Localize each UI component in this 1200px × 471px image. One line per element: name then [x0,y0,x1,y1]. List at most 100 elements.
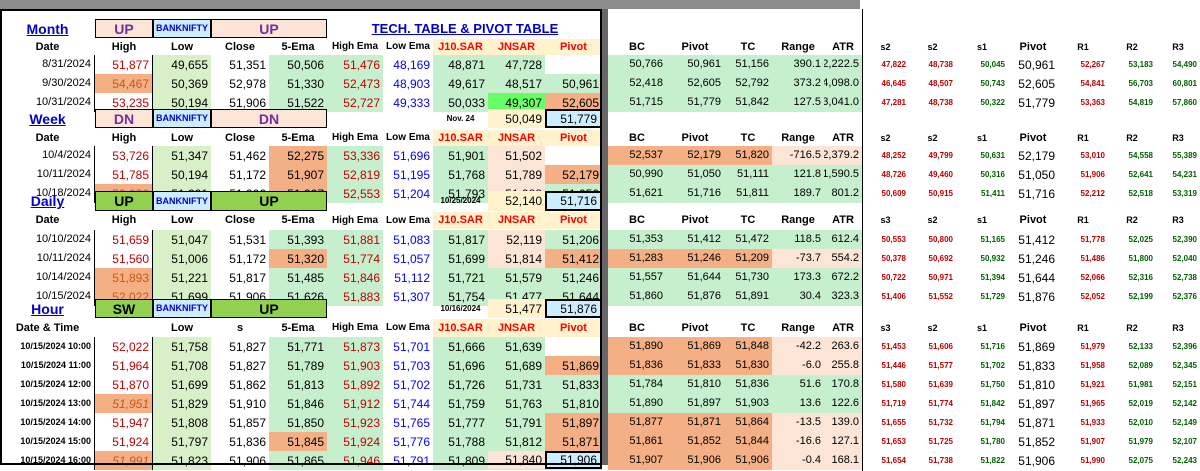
week-row-1-s3: 48,726 [881,169,906,179]
hour-row-0-low: 51,758 [153,337,211,356]
daily-row-1-date: 10/11/2024 [0,249,95,268]
hour-row-2-r3: 52,151 [1172,379,1197,389]
hour-row-2-pivot: 51,833 [545,375,602,394]
week-header-atr: ATR [832,131,854,144]
week-row-2-lema: 51,204 [393,186,430,201]
hour-row-6-r3: 52,243 [1172,455,1197,465]
week-row-0-hema: 53,336 [327,146,383,165]
hour-row-6-r2: 52,075 [1128,455,1153,465]
hour-row-1-r2: 52,089 [1128,360,1153,370]
month-row-0-r3: 54,490 [1172,59,1197,69]
daily-header-pivot: Pivot [545,212,602,229]
daily-row-2-low: 51,221 [153,268,211,287]
month-header-p2: Pivot [1019,40,1047,53]
week-row-1-hema: 52,819 [327,165,383,184]
week-row-0-pv: 52,179 [666,146,724,165]
hour-row-4-r3: 52,149 [1172,417,1197,427]
daily-row-0-tc: 51,472 [724,230,772,249]
hour-row-0-s3: 51,453 [881,341,906,351]
month-row-2-r2: 54,819 [1128,97,1153,107]
hour-row-1-s2: 51,577 [928,360,953,370]
month-header-s2: s2 [927,41,938,52]
daily-row-3-r3: 52,376 [1172,291,1197,301]
hour-row-3-bc: 51,890 [608,394,666,413]
hour-row-2-jn: 51,731 [488,375,545,394]
hour-header-r1: R1 [1077,322,1089,333]
week-row-1-tc: 51,111 [724,165,772,184]
hour-header-low: Low [171,321,193,334]
hour-row-2-atr: 170.8 [824,375,862,394]
daily-row-0-lema: 51,083 [393,232,430,247]
daily-row-2-s2: 50,971 [928,272,953,282]
hour-row-6-s1: 51,822 [980,455,1005,465]
hour-header-range: Range [781,321,815,334]
week-row-0-s1: 50,631 [980,150,1005,160]
hour-row-3-date: 10/15/2024 13:00 [0,394,95,413]
hour-row-2-date: 10/15/2024 12:00 [0,375,95,394]
week-row-2-tc: 51,811 [724,184,772,203]
month-row-1-p2: 52,605 [1018,76,1055,91]
daily-row-0-range: 118.5 [772,230,824,249]
daily-header-high: High [111,214,137,226]
daily-row-1-r3: 52,040 [1172,253,1197,263]
hour-row-6-pv: 51,906 [666,451,724,470]
daily-row-1-j10: 51,699 [433,249,488,268]
hour-row-2-hema: 51,892 [327,375,383,394]
month-row-0-close: 51,351 [229,57,266,72]
hour-row-0-s2: 51,606 [928,341,953,351]
week-header-s3: s2 [880,132,891,143]
month-row-1-hema: 52,473 [327,74,383,93]
hour-row-4-ema5: 51,850 [269,413,327,432]
hour-row-4-jn: 51,791 [488,413,545,432]
daily-row-1-close: 51,172 [229,251,266,266]
daily-row-3-range: 30.4 [772,287,824,306]
daily-row-2-r3: 52,738 [1172,272,1197,282]
week-header-lema: Low Ema [386,132,430,143]
week-row-1-low: 50,194 [153,165,211,184]
hour-row-1-s3: 51,446 [881,360,906,370]
week-row-1-atr: 1,590.5 [824,165,862,184]
week-row-1-close: 51,172 [229,167,266,182]
hour-row-1-atr: 255.8 [824,356,862,375]
hour-row-0-hema: 51,873 [327,337,383,356]
month-row-1-r1: 54,841 [1080,78,1105,88]
week-trend-badge: DN [95,109,153,128]
hour-header-p2: Pivot [1019,321,1047,334]
week-header-pv: Pivot [681,131,709,144]
hour-row-2-range: 51.6 [772,375,824,394]
week-header-tc: TC [740,131,756,144]
hour-row-4-hema: 51,923 [327,413,383,432]
week-row-2-r2: 52,518 [1128,188,1153,198]
week-row-2-bc: 51,621 [608,184,666,203]
hour-row-0-date: 10/15/2024 10:00 [0,337,95,356]
daily-header-p2: Pivot [1019,214,1047,226]
daily-header-tc: TC [740,214,756,226]
daily-row-3-date: 10/15/2024 [0,287,95,306]
hour-row-0-j10: 51,666 [433,337,488,356]
hour-header-s2: s2 [927,322,938,333]
spreadsheet-grid[interactable]: Month UP BANKNIFTY UP TECH. TABLE & PIVOT TA… [0,9,1200,471]
month-row-1-low: 50,369 [153,74,211,93]
month-row-2-r1: 53,363 [1080,97,1105,107]
month-row-0-p2: 50,961 [1018,57,1055,72]
daily-row-3-tc: 51,891 [724,287,772,306]
month-row-0-r2: 53,183 [1128,59,1153,69]
hour-row-2-s2: 51,639 [928,379,953,389]
daily-row-0-jn: 52,119 [488,230,545,249]
hour-row-1-bc: 51,836 [608,356,666,375]
hour-row-0-pv: 51,869 [666,337,724,356]
month-row-2-ema5: 51,522 [269,93,327,112]
month-header-ema5: 5-Ema [281,40,315,53]
hour-row-0-p2: 51,869 [1018,339,1055,354]
hour-row-5-date: 10/15/2024 15:00 [0,432,95,451]
daily-row-1-tc: 51,209 [724,249,772,268]
week-row-1-ema5: 51,907 [269,165,327,184]
daily-header-s2: s2 [927,215,938,225]
week-row-1-s1: 50,316 [980,169,1005,179]
week-header-s1: s1 [976,132,987,143]
daily-row-0-r2: 52,025 [1128,234,1153,244]
daily-row-3-bc: 51,860 [608,287,666,306]
month-row-2-atr: 3,041.0 [824,93,862,112]
month-row-1-pivot: 50,961 [545,74,602,93]
week-row-0-bc: 52,537 [608,146,666,165]
